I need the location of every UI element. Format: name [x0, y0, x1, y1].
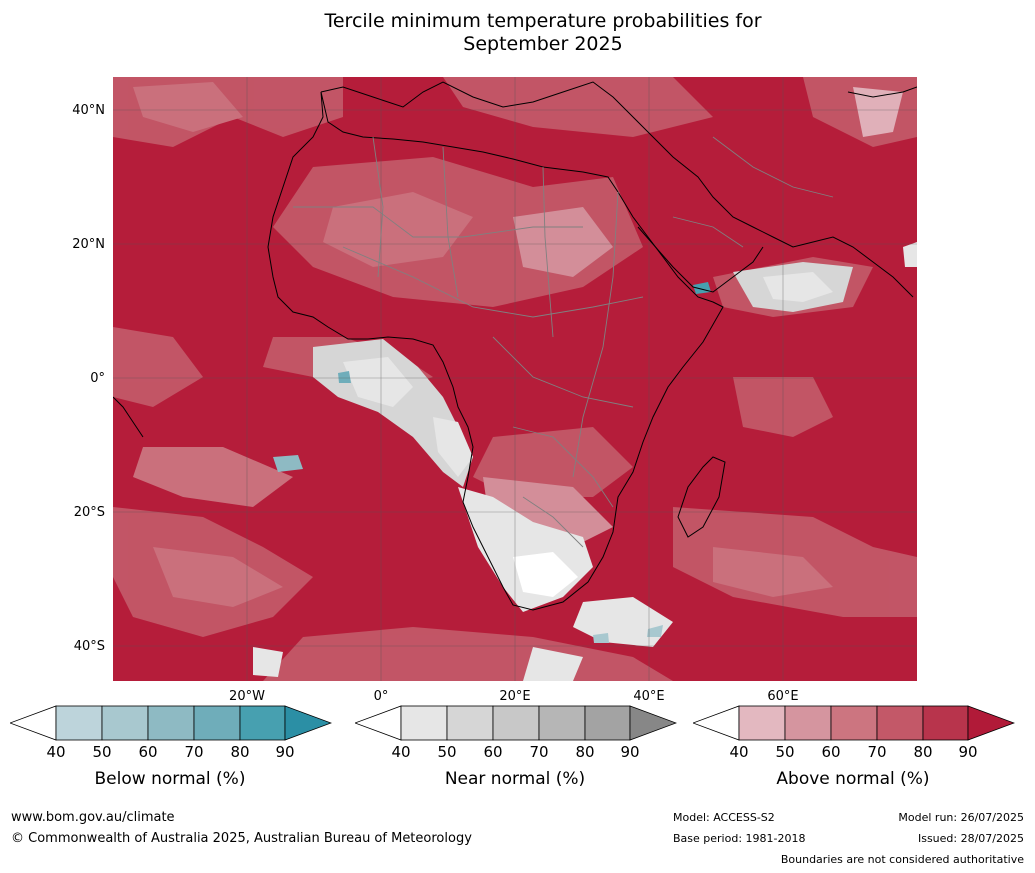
cbar1-tick-40: 40 — [46, 743, 66, 761]
cbar3-tick-70: 70 — [867, 743, 887, 761]
cbar2-tick-80: 80 — [575, 743, 595, 761]
colorbar-near-normal-bar — [353, 705, 678, 741]
cbar2-tick-60: 60 — [483, 743, 503, 761]
cbar2-tick-50: 50 — [437, 743, 457, 761]
title-line-2: September 2025 — [463, 33, 623, 55]
footer-base-period: Base period: 1981-2018 — [673, 832, 806, 845]
cbar3-tick-80: 80 — [913, 743, 933, 761]
graticule — [113, 77, 917, 681]
lon-label-20e: 20°E — [499, 689, 531, 704]
lon-label-20w: 20°W — [229, 689, 265, 704]
cbar1-tick-80: 80 — [230, 743, 250, 761]
colorbar-below-normal: 40 50 60 70 80 90 Below normal (%) — [8, 705, 333, 795]
cbar1-tick-70: 70 — [184, 743, 204, 761]
colorbar-below-normal-bar — [8, 705, 333, 741]
footer-url[interactable]: www.bom.gov.au/climate — [11, 810, 175, 825]
cbar1-tick-90: 90 — [275, 743, 295, 761]
map-svg — [113, 77, 917, 681]
below-normal-patches — [273, 282, 711, 643]
country-borders — [293, 136, 834, 548]
cbar2-tick-40: 40 — [391, 743, 411, 761]
colorbar-above-normal: 40 50 60 70 80 90 Above normal (%) — [691, 705, 1016, 795]
footer-model-run: Model run: 26/07/2025 — [898, 811, 1024, 824]
title-line-1: Tercile minimum temperature probabilitie… — [324, 10, 762, 32]
cbar2-label: Near normal (%) — [444, 769, 586, 789]
colorbar-above-normal-bar — [691, 705, 1016, 741]
lat-label-0: 0° — [90, 371, 105, 386]
cbar2-tick-90: 90 — [620, 743, 640, 761]
colorbar-near-normal: 40 50 60 70 80 90 Near normal (%) — [353, 705, 678, 795]
lat-label-20s: 20°S — [73, 505, 105, 520]
footer-issued: Issued: 28/07/2025 — [917, 832, 1024, 845]
cbar3-tick-90: 90 — [958, 743, 978, 761]
lat-label-20n: 20°N — [72, 237, 105, 252]
footer-copyright: © Commonwealth of Australia 2025, Austra… — [11, 831, 472, 846]
cbar3-tick-50: 50 — [775, 743, 795, 761]
cbar1-tick-60: 60 — [138, 743, 158, 761]
cbar2-tick-70: 70 — [529, 743, 549, 761]
cbar1-tick-50: 50 — [92, 743, 112, 761]
probability-map — [113, 77, 917, 681]
map-title: Tercile minimum temperature probabilitie… — [0, 10, 1035, 56]
lat-label-40s: 40°S — [73, 639, 105, 654]
lon-label-40e: 40°E — [633, 689, 665, 704]
lat-label-40n: 40°N — [72, 103, 105, 118]
cbar3-tick-60: 60 — [821, 743, 841, 761]
lon-label-0: 0° — [373, 689, 389, 704]
footer-model: Model: ACCESS-S2 — [673, 811, 775, 824]
lon-label-60e: 60°E — [767, 689, 799, 704]
footer-disclaimer: Boundaries are not considered authoritat… — [780, 853, 1024, 866]
cbar1-label: Below normal (%) — [94, 769, 246, 789]
cbar3-tick-40: 40 — [729, 743, 749, 761]
cbar3-label: Above normal (%) — [776, 769, 930, 789]
coastlines — [113, 81, 917, 611]
